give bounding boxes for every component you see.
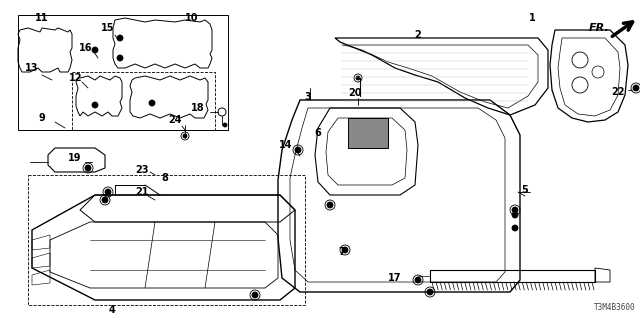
Text: 9: 9 xyxy=(38,113,45,123)
Text: 1: 1 xyxy=(529,13,536,23)
Text: 16: 16 xyxy=(79,43,93,53)
Text: 20: 20 xyxy=(348,88,362,98)
Circle shape xyxy=(105,189,111,195)
Text: 7: 7 xyxy=(339,247,346,257)
Circle shape xyxy=(427,289,433,295)
Circle shape xyxy=(327,202,333,208)
Text: FR.: FR. xyxy=(589,23,610,33)
Text: 23: 23 xyxy=(135,165,148,175)
Text: 15: 15 xyxy=(101,23,115,33)
Circle shape xyxy=(342,247,348,253)
Polygon shape xyxy=(348,118,388,148)
Text: 21: 21 xyxy=(135,187,148,197)
Text: 13: 13 xyxy=(25,63,39,73)
Circle shape xyxy=(633,85,639,91)
Text: 11: 11 xyxy=(35,13,49,23)
Circle shape xyxy=(415,277,421,283)
Circle shape xyxy=(92,47,98,53)
Circle shape xyxy=(102,197,108,203)
Text: 24: 24 xyxy=(168,115,182,125)
Circle shape xyxy=(85,165,91,171)
Text: 3: 3 xyxy=(305,92,312,102)
Circle shape xyxy=(512,207,518,213)
Text: 6: 6 xyxy=(315,128,321,138)
Text: 14: 14 xyxy=(279,140,292,150)
Circle shape xyxy=(252,292,258,298)
Circle shape xyxy=(149,100,155,106)
Text: 10: 10 xyxy=(185,13,199,23)
Circle shape xyxy=(512,225,518,231)
Circle shape xyxy=(512,212,518,218)
Text: 22: 22 xyxy=(611,87,625,97)
Text: T3M4B3600: T3M4B3600 xyxy=(593,303,635,312)
Circle shape xyxy=(295,147,301,153)
Text: 12: 12 xyxy=(69,73,83,83)
Text: 8: 8 xyxy=(161,173,168,183)
Text: 17: 17 xyxy=(388,273,402,283)
Circle shape xyxy=(117,55,123,61)
Circle shape xyxy=(356,76,360,80)
Text: 5: 5 xyxy=(522,185,529,195)
Circle shape xyxy=(92,102,98,108)
Text: 2: 2 xyxy=(415,30,421,40)
Text: 19: 19 xyxy=(68,153,82,163)
Text: 18: 18 xyxy=(191,103,205,113)
Circle shape xyxy=(223,123,227,127)
Circle shape xyxy=(183,134,187,138)
Circle shape xyxy=(117,35,123,41)
Text: 4: 4 xyxy=(109,305,115,315)
